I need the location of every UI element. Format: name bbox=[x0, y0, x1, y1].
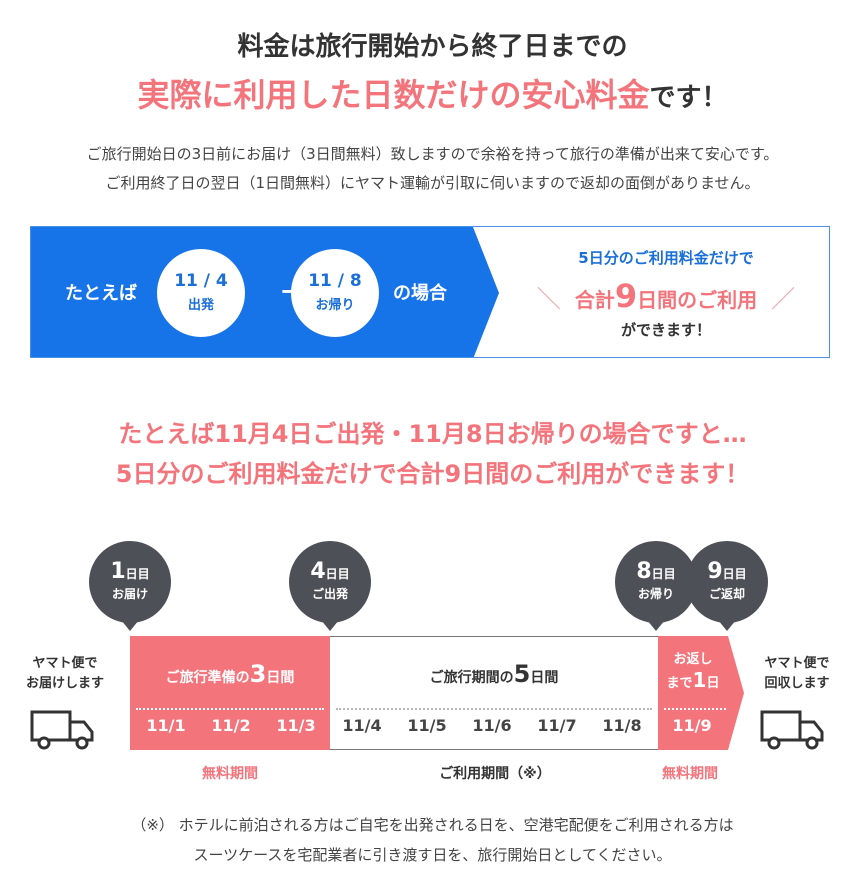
delivery-label-2: お届けします bbox=[25, 676, 104, 691]
banner-right-line3: ができます！ bbox=[620, 321, 711, 339]
bubble-day4-unit: 日目 bbox=[325, 567, 350, 581]
example-banner: たとえば 11 / 4 出発 → 11 / 8 お帰り の場合 5日分のご利用料… bbox=[30, 226, 830, 358]
bubble-day4: 4日目 ご出発 bbox=[289, 541, 371, 623]
bubble-day1-num: 1 bbox=[110, 559, 126, 584]
bubble-day1-pointer bbox=[121, 620, 139, 631]
footnote-line2: スーツケースを宅配業者に引き渡す日を、旅行開始日としてください。 bbox=[193, 846, 672, 864]
return-title-pre: まで bbox=[666, 676, 693, 691]
end-date-circle: 11 / 8 お帰り bbox=[291, 249, 379, 337]
bubble-day8-unit: 日目 bbox=[651, 567, 676, 581]
prep-title-num: 3 bbox=[249, 660, 267, 688]
total-post: 日間のご利用 bbox=[637, 288, 758, 312]
banner-right-line1: 5日分のご利用料金だけで bbox=[578, 249, 754, 267]
day-label: 11/3 bbox=[276, 716, 316, 735]
headline-line2: 5日分のご利用料金だけで合計9日間のご利用ができます！ bbox=[115, 460, 750, 488]
trip-divider bbox=[336, 708, 652, 710]
slash-right: ／ bbox=[771, 285, 796, 313]
start-date: 11 / 4 bbox=[174, 271, 228, 291]
day-label: 11/7 bbox=[537, 716, 577, 735]
return-title-post: 日 bbox=[706, 676, 720, 691]
bubble-day9-num: 9 bbox=[707, 559, 723, 584]
intro-text: ご旅行開始日の3日前にお届け（3日間無料）致しますので余裕を持って旅行の準備が出… bbox=[0, 140, 865, 198]
slash-left: ＼ bbox=[536, 285, 561, 313]
pickup-label-1: ヤマト便で bbox=[764, 656, 830, 671]
banner-arrow-shape bbox=[473, 227, 499, 357]
bubble-day8-label: お帰り bbox=[637, 587, 674, 601]
bubble-day8: 8日目 お帰り bbox=[615, 541, 697, 623]
banner-right-line2: ＼ 合計9日間のご利用 ／ bbox=[501, 277, 829, 315]
return-title: お返し まで1日 bbox=[658, 650, 728, 694]
bubble-day8-pointer bbox=[647, 620, 665, 631]
truck-icon bbox=[30, 710, 94, 750]
bubble-day4-num: 4 bbox=[310, 559, 326, 584]
trip-title: ご旅行期間の5日間 bbox=[330, 660, 658, 688]
trip-title-pre: ご旅行期間の bbox=[429, 670, 514, 686]
return-arrow-shape bbox=[728, 636, 744, 750]
use-period: ご利用期間（※） bbox=[439, 766, 551, 782]
trip-title-post: 日間 bbox=[530, 670, 559, 686]
bubble-day9-pointer bbox=[718, 620, 736, 631]
example-prefix: たとえば bbox=[65, 283, 137, 304]
day-label: 11/8 bbox=[602, 716, 642, 735]
example-suffix: の場合 bbox=[393, 283, 447, 304]
return-divider bbox=[664, 708, 726, 710]
total-days: 9 bbox=[614, 277, 638, 315]
delivery-label-1: ヤマト便で bbox=[32, 656, 98, 671]
trip-period-segment bbox=[330, 636, 658, 750]
truck-icon bbox=[760, 710, 824, 750]
trip-title-num: 5 bbox=[513, 660, 531, 688]
pickup-label-2: 回収します bbox=[764, 676, 830, 691]
bubble-day9-unit: 日目 bbox=[722, 567, 747, 581]
footnote: （※） ホテルに前泊される方はご自宅を出発される日を、空港宅配便をご利用される方… bbox=[0, 810, 865, 870]
day-label: 11/9 bbox=[672, 716, 712, 735]
bubble-day1-label: お届け bbox=[111, 587, 148, 601]
header-line1: 料金は旅行開始から終了日までの bbox=[237, 32, 628, 62]
return-period-segment bbox=[658, 636, 728, 750]
day-label: 11/1 bbox=[146, 716, 186, 735]
end-date: 11 / 8 bbox=[308, 271, 362, 291]
bubble-day1: 1日目 お届け bbox=[89, 541, 171, 623]
day-label: 11/2 bbox=[211, 716, 251, 735]
day-label: 11/5 bbox=[407, 716, 447, 735]
start-date-circle: 11 / 4 出発 bbox=[157, 249, 245, 337]
end-label: お帰り bbox=[315, 298, 355, 313]
footnote-line1: （※） ホテルに前泊される方はご自宅を出発される日を、空港宅配便をご利用される方… bbox=[131, 816, 734, 834]
bubble-day4-label: ご出発 bbox=[311, 587, 348, 601]
banner-blue-panel bbox=[31, 227, 473, 357]
prep-title-pre: ご旅行準備の bbox=[165, 670, 250, 686]
prep-title: ご旅行準備の3日間 bbox=[130, 660, 330, 688]
prep-divider bbox=[136, 708, 324, 710]
prep-title-post: 日間 bbox=[266, 670, 295, 686]
header-suffix: です！ bbox=[649, 83, 728, 113]
bubble-day9: 9日目 ご返却 bbox=[686, 541, 768, 623]
bubble-day4-pointer bbox=[321, 620, 339, 631]
pickup-label: ヤマト便で 回収します bbox=[742, 654, 852, 694]
return-title-num: 1 bbox=[692, 668, 707, 692]
free-period-left: 無料期間 bbox=[202, 766, 258, 782]
bubble-day8-num: 8 bbox=[636, 559, 652, 584]
day-label: 11/6 bbox=[472, 716, 512, 735]
free-period-right: 無料期間 bbox=[662, 766, 718, 782]
headline-line1: たとえば11月4日ご出発・11月8日お帰りの場合ですと… bbox=[118, 420, 747, 448]
header-line2: 実際に利用した日数だけの安心料金です！ bbox=[0, 70, 865, 116]
intro-line2: ご利用終了日の翌日（1日間無料）にヤマト運輸が引取に伺いますので返却の面倒があり… bbox=[105, 174, 760, 192]
return-title-line1: お返し bbox=[673, 652, 713, 667]
bubble-day1-unit: 日目 bbox=[125, 567, 150, 581]
start-label: 出発 bbox=[187, 298, 214, 313]
prep-period-segment bbox=[130, 636, 330, 750]
header-highlight: 実際に利用した日数だけの安心料金 bbox=[137, 76, 650, 114]
day-label: 11/4 bbox=[342, 716, 382, 735]
total-pre: 合計 bbox=[574, 288, 615, 312]
delivery-label: ヤマト便で お届けします bbox=[10, 654, 120, 694]
intro-line1: ご旅行開始日の3日前にお届け（3日間無料）致しますので余裕を持って旅行の準備が出… bbox=[86, 145, 779, 163]
bubble-day9-label: ご返却 bbox=[708, 587, 745, 601]
